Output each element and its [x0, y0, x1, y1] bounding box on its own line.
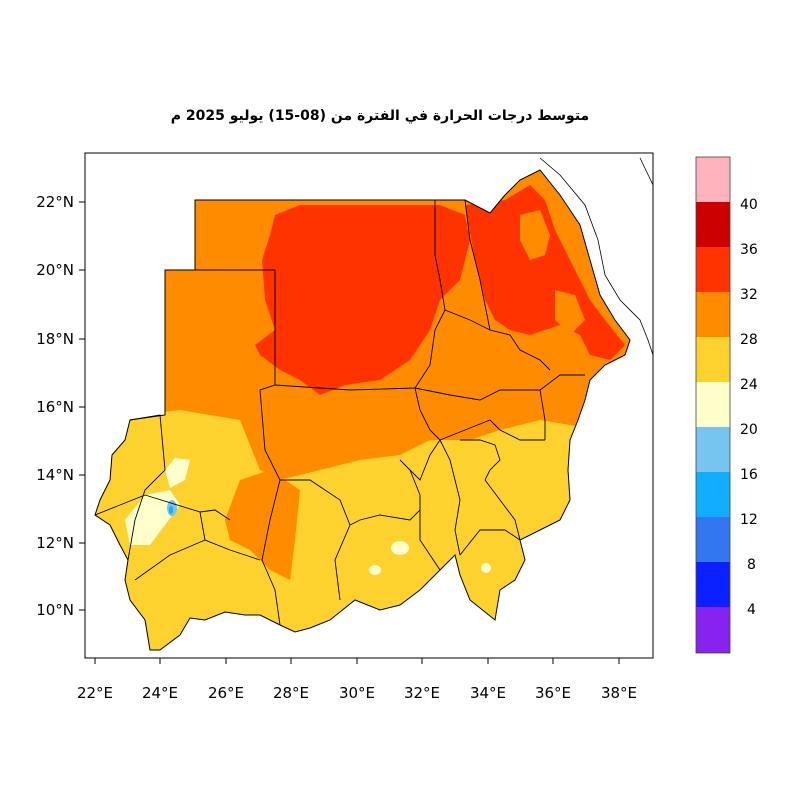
red-sea-coast [539, 157, 654, 356]
legend-swatch [696, 472, 730, 517]
legend-colorbar [695, 156, 731, 654]
legend-swatch [696, 292, 730, 337]
x-tick-label: 32°E [404, 684, 440, 702]
legend-swatch [696, 382, 730, 427]
x-axis [94, 658, 620, 664]
legend-label: 8 [747, 557, 756, 573]
state-boundaries [94, 199, 585, 626]
y-tick-label: 20°N [36, 261, 74, 279]
map-frame [84, 152, 654, 659]
legend-label: 20 [740, 422, 758, 438]
legend-label: 12 [740, 512, 758, 528]
x-tick-label: 26°E [208, 684, 244, 702]
legend-swatch [696, 247, 730, 292]
legend-label: 4 [747, 602, 756, 618]
coast-line-top [639, 157, 654, 186]
legend-label: 24 [740, 377, 758, 393]
map-title: متوسط درجات الحرارة في الفترة من (08-15)… [170, 108, 590, 124]
legend-label: 36 [740, 242, 758, 258]
legend-swatch [696, 517, 730, 562]
sudan-outline [94, 169, 631, 651]
legend-swatch [696, 607, 730, 653]
legend-swatch [696, 157, 730, 202]
x-tick-label: 24°E [142, 684, 178, 702]
y-axis [79, 201, 85, 611]
y-tick-label: 14°N [36, 466, 74, 484]
x-tick-label: 28°E [273, 684, 309, 702]
legend-label: 16 [740, 467, 758, 483]
x-tick-label: 34°E [470, 684, 506, 702]
y-tick-label: 18°N [36, 330, 74, 348]
x-tick-label: 38°E [601, 684, 637, 702]
legend-swatch [696, 427, 730, 472]
y-tick-label: 16°N [36, 398, 74, 416]
x-tick-label: 30°E [339, 684, 375, 702]
legend-label: 32 [740, 287, 758, 303]
legend-label: 40 [740, 197, 758, 213]
y-tick-label: 12°N [36, 534, 74, 552]
temperature-field [95, 170, 630, 650]
y-tick-label: 22°N [36, 193, 74, 211]
y-tick-label: 10°N [36, 601, 74, 619]
x-tick-label: 22°E [77, 684, 113, 702]
legend-label: 28 [740, 332, 758, 348]
legend-swatch [696, 202, 730, 247]
legend-swatch [696, 562, 730, 607]
legend-swatch [696, 337, 730, 382]
x-tick-label: 36°E [535, 684, 571, 702]
